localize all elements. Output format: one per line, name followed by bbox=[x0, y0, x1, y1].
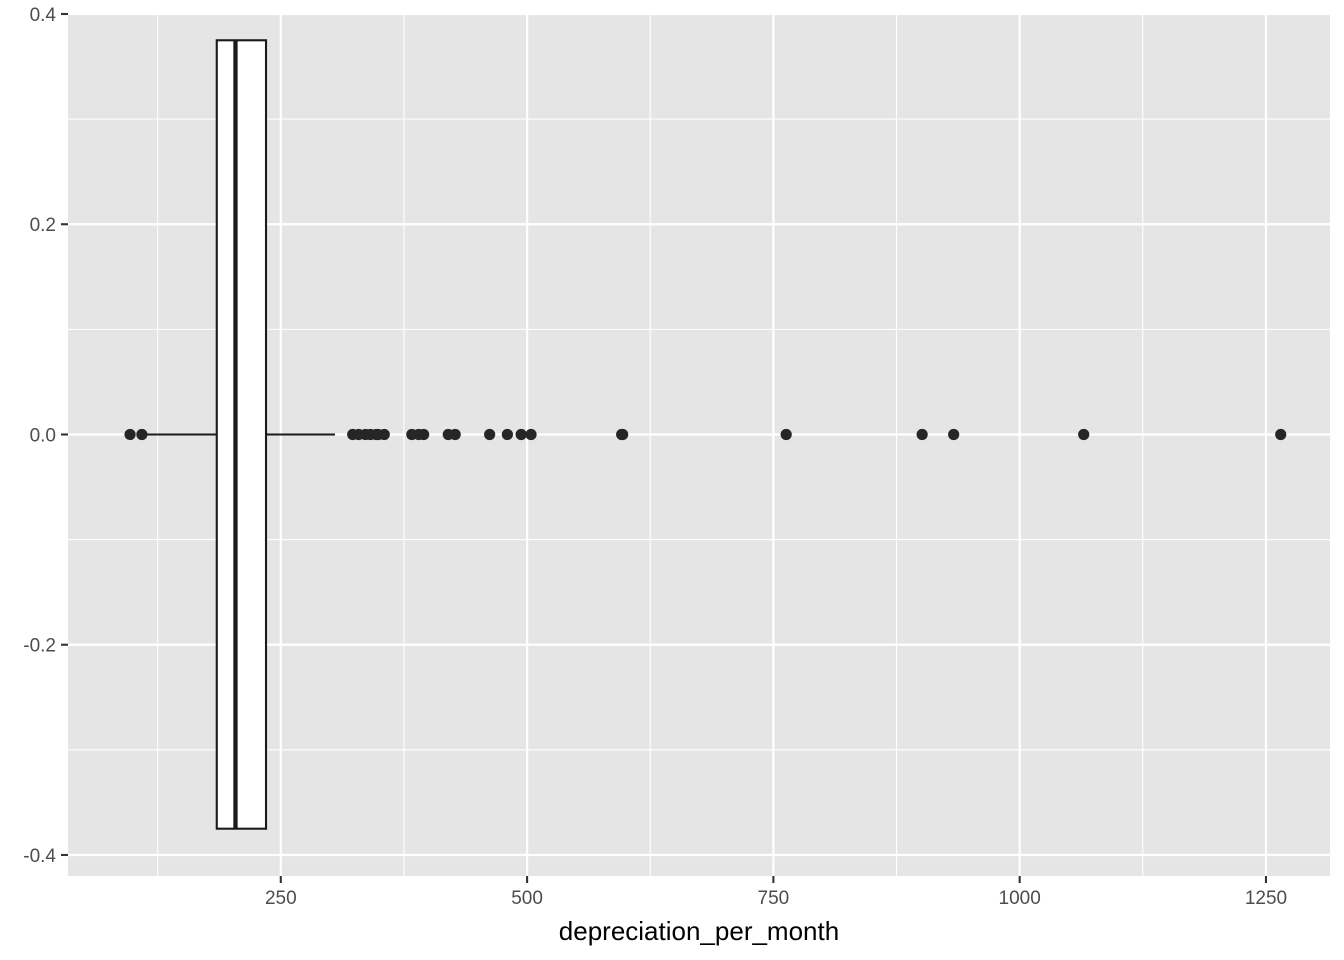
major-gridlines bbox=[68, 12, 1330, 876]
outlier-points bbox=[124, 428, 1287, 441]
x-tick-label: 750 bbox=[758, 888, 790, 909]
y-tick-label: -0.2 bbox=[23, 636, 56, 657]
x-tick-label: 1250 bbox=[1245, 888, 1287, 909]
x-tick-label: 500 bbox=[511, 888, 543, 909]
outlier-point bbox=[484, 428, 496, 441]
outlier-point bbox=[780, 428, 792, 441]
boxplot-layer bbox=[142, 39, 335, 830]
outlier-point bbox=[617, 428, 629, 441]
y-tick-label: 0.2 bbox=[30, 215, 56, 236]
outlier-point bbox=[525, 428, 537, 441]
outlier-point bbox=[1275, 428, 1287, 441]
outlier-point bbox=[136, 428, 148, 441]
outlier-point bbox=[515, 428, 527, 441]
plot-panel bbox=[68, 14, 1330, 876]
x-axis: 250 500 750 1000 1250 bbox=[265, 876, 1287, 909]
y-axis: -0.4 -0.2 0.0 0.2 0.4 bbox=[23, 5, 68, 867]
x-axis-title: depreciation_per_month bbox=[559, 916, 839, 946]
x-tick-label: 250 bbox=[265, 888, 297, 909]
outlier-point bbox=[418, 428, 430, 441]
y-tick-label: -0.4 bbox=[23, 846, 56, 867]
outlier-point bbox=[501, 428, 513, 441]
y-tick-label: 0.0 bbox=[30, 425, 56, 446]
outlier-point bbox=[916, 428, 928, 441]
interquartile-box bbox=[215, 39, 268, 830]
outlier-point bbox=[1078, 428, 1090, 441]
outlier-point bbox=[948, 428, 960, 441]
outlier-point bbox=[378, 428, 390, 441]
outlier-point bbox=[449, 428, 461, 441]
minor-gridlines bbox=[68, 14, 1330, 876]
outlier-point bbox=[124, 428, 136, 441]
x-tick-label: 1000 bbox=[999, 888, 1041, 909]
y-tick-label: 0.4 bbox=[30, 5, 57, 26]
